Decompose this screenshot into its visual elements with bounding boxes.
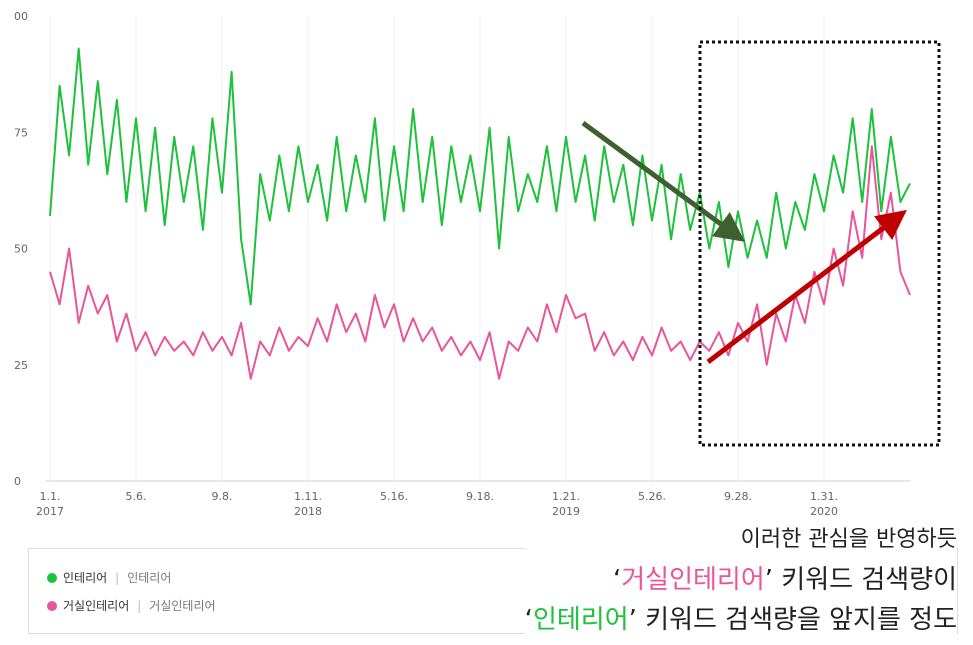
x-sublabel: 2020	[810, 505, 838, 518]
annotation-text: ’ 키워드 검색량을 앞지를 정도	[628, 605, 957, 635]
legend-item[interactable]: 인테리어 | 인테리어	[47, 569, 171, 586]
y-tick-label: 00	[14, 10, 28, 23]
legend-label: 인테리어	[63, 571, 108, 585]
y-tick-label: 75	[14, 126, 28, 139]
annotation-text: 거실인테리어	[621, 565, 765, 595]
x-tick-label: 9.18.	[466, 490, 494, 503]
y-tick-label: 50	[14, 243, 28, 256]
x-tick-label: 1.1.	[40, 490, 61, 503]
legend-sublabel: 거실인테리어	[149, 599, 216, 613]
separator: |	[115, 570, 120, 585]
separator: |	[137, 598, 142, 613]
x-tick-label: 5.6.	[126, 490, 147, 503]
x-sublabel: 2017	[36, 505, 64, 518]
annotation-text: ’ 키워드 검색량이	[764, 565, 957, 595]
legend-item[interactable]: 거실인테리어 | 거실인테리어	[47, 597, 216, 614]
arrow-up	[706, 209, 907, 364]
annotation-text: ‘	[524, 605, 533, 635]
y-tick-label: 0	[14, 475, 21, 488]
x-sublabel: 2018	[294, 505, 322, 518]
x-sublabel: 2019	[552, 505, 580, 518]
legend-label: 거실인테리어	[63, 599, 130, 613]
arrow-down	[581, 120, 746, 242]
series-line	[49, 145, 911, 380]
annotation-line: ‘거실인테리어’ 키워드 검색량이	[524, 560, 957, 600]
y-tick-label: 25	[14, 359, 28, 372]
annotation-text: 인테리어	[532, 605, 629, 635]
chart: 0 25 50 75 00 1.1. 5.6. 9.8. 1.11. 5.16. 9.18. 1.21…	[14, 10, 941, 518]
legend-sublabel: 인테리어	[127, 571, 172, 585]
series-line	[49, 47, 911, 306]
legend-dot	[47, 572, 57, 583]
annotation: 이러한 관심을 반영하듯 ‘거실인테리어’ 키워드 검색량이 ‘인테리어’ 키워드 …	[524, 520, 957, 640]
x-tick-label: 9.8.	[212, 490, 233, 503]
annotation-line: ‘인테리어’ 키워드 검색량을 앞지를 정도	[524, 600, 957, 640]
annotation-line: 이러한 관심을 반영하듯	[524, 520, 957, 560]
annotation-text: 이러한 관심을 반영하듯	[740, 527, 957, 552]
annotation-text: ‘	[612, 565, 622, 595]
highlight-box	[698, 40, 941, 447]
x-tick-label: 1.31.	[810, 490, 838, 503]
x-tick-label: 9.28.	[724, 490, 752, 503]
legend-dot	[47, 600, 57, 611]
x-tick-label: 5.26.	[638, 490, 666, 503]
x-tick-label: 1.21.	[552, 490, 580, 503]
x-tick-label: 5.16.	[380, 490, 408, 503]
x-tick-label: 1.11.	[294, 490, 322, 503]
